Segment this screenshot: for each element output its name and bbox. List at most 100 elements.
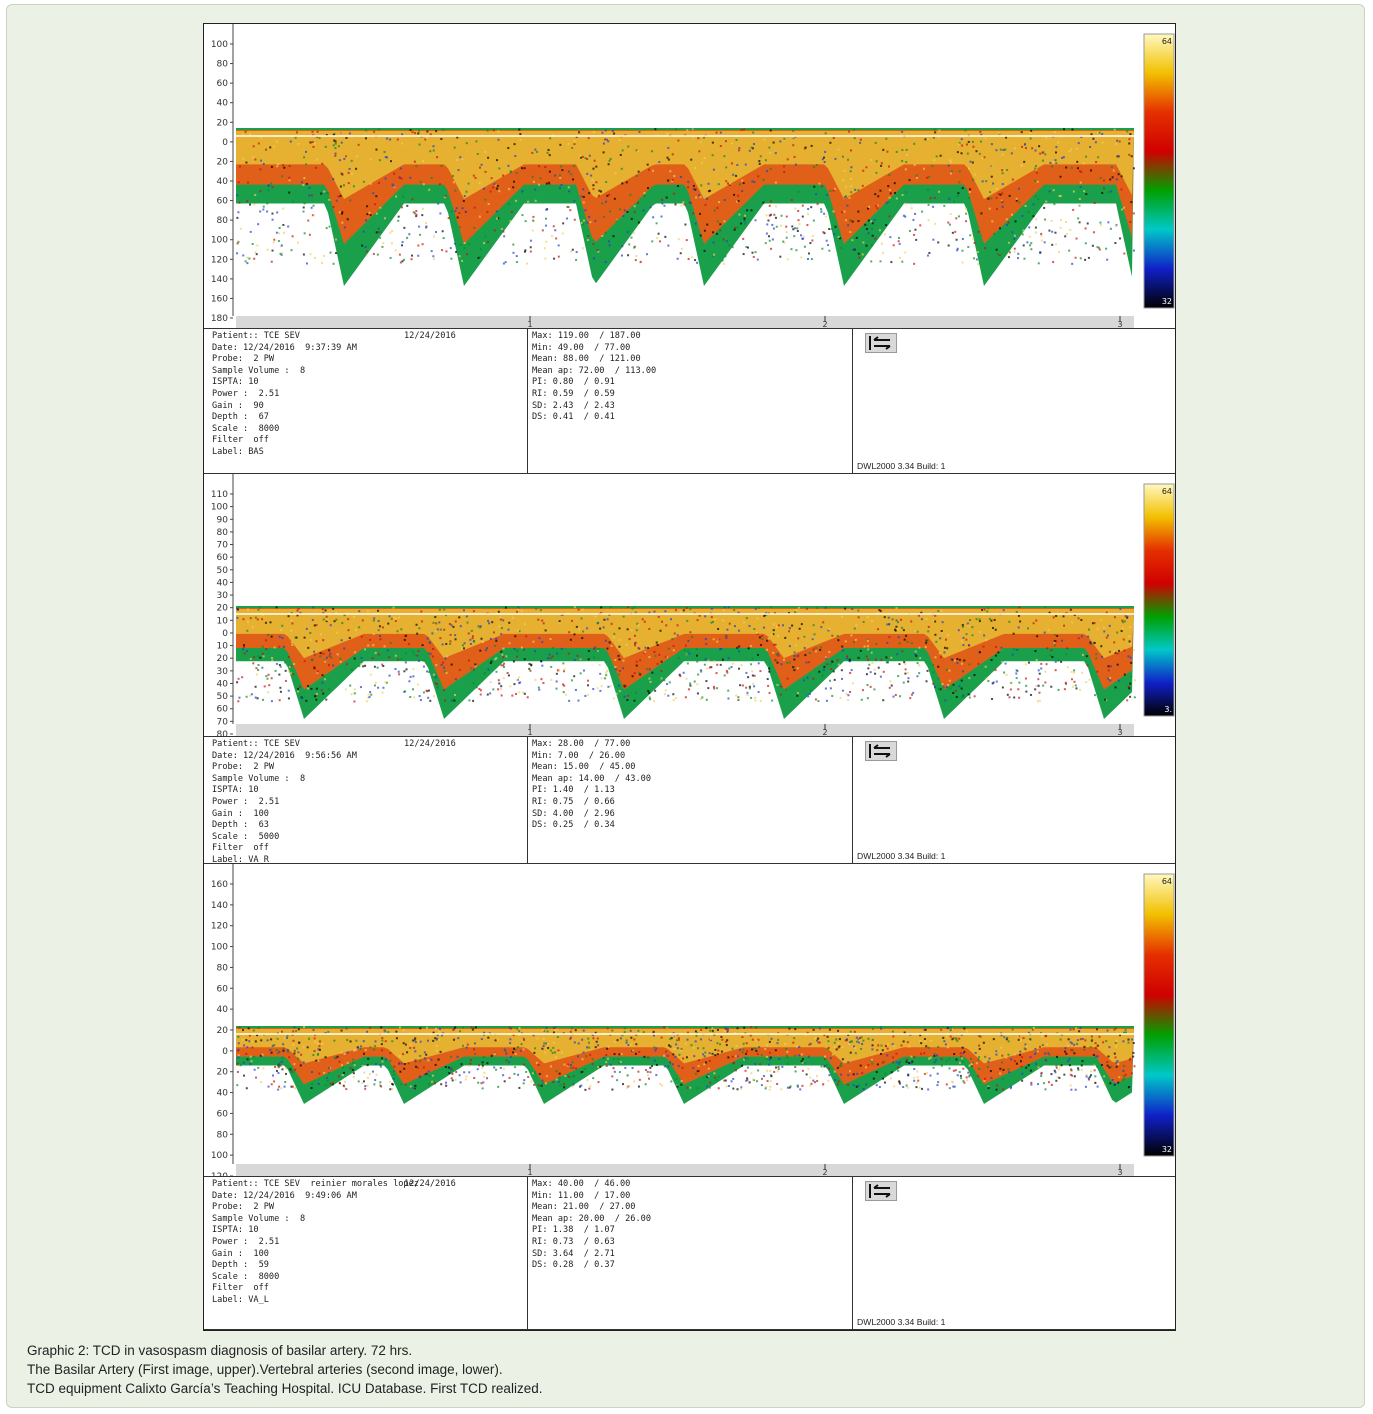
stat-line: RI: 0.75 / 0.66: [532, 796, 615, 807]
stat-line: PI: 1.40 / 1.13: [532, 785, 615, 796]
build-label: DWL2000 3.34 Build: 1: [857, 851, 946, 861]
transfer-arrows-icon[interactable]: [865, 1181, 897, 1201]
y-tick-label: 120: [211, 922, 228, 932]
time-axis-bar: [236, 1164, 1134, 1176]
tcd-figure: 100 80 60 40 20 0 20 40 60 80 100 120 140 160 180 1 2 3 64…: [203, 23, 1176, 1331]
color-scale-top-label: 64: [1162, 877, 1172, 886]
settings-list: Date: 12/24/2016 9:49:06 AM Probe: 2 PW Sa…: [212, 1191, 527, 1307]
caption-line-1: Graphic 2: TCD in vasospasm diagnosis of…: [27, 1343, 413, 1358]
figure-caption: Graphic 2: TCD in vasospasm diagnosis of…: [27, 1341, 1347, 1398]
time-tick-label: 2: [822, 320, 827, 328]
stat-line: Mean ap: 14.00 / 43.00: [532, 773, 651, 784]
color-scale-bar: [1143, 873, 1175, 1157]
y-tick-label: 60: [217, 79, 229, 89]
setting-line: ISPTA: 10: [212, 377, 259, 388]
patient-date: 12/24/2016: [404, 331, 456, 341]
spectrum-speckle: [236, 1026, 1136, 1091]
y-tick-label: 120: [211, 255, 228, 265]
stats-column: Max: 40.00 / 46.00 Min: 11.00 / 17.00 Mean…: [528, 1177, 853, 1329]
setting-line: Gain : 100: [212, 808, 269, 819]
spectrum-chart-va-r: 1101009080706050403020100102030405060708…: [204, 474, 1175, 736]
time-tick-label: 2: [822, 728, 827, 736]
settings-column: Patient:: TCE SEV reinier morales lopez …: [204, 1177, 528, 1329]
y-tick-label: 80: [217, 60, 229, 70]
setting-line: Depth : 59: [212, 1260, 269, 1271]
y-tick-label: 100: [211, 236, 228, 246]
stat-line: Min: 11.00 / 17.00: [532, 1190, 631, 1201]
setting-line: Filter off: [212, 1283, 269, 1294]
setting-line: Depth : 63: [212, 820, 269, 831]
setting-line: Date: 12/24/2016 9:37:39 AM: [212, 342, 357, 353]
settings-list: Date: 12/24/2016 9:37:39 AM Probe: 2 PW Sa…: [212, 343, 527, 459]
setting-line: Filter off: [212, 435, 269, 446]
y-tick-label: 120: [211, 1172, 228, 1176]
y-tick-label: 80: [217, 730, 229, 736]
setting-line: Gain : 100: [212, 1248, 269, 1259]
y-tick-label: 60: [217, 553, 229, 563]
time-tick-label: 1: [527, 320, 532, 328]
setting-line: Power : 2.51: [212, 388, 280, 399]
spectrum-speckle: [236, 128, 1135, 265]
setting-line: Probe: 2 PW: [212, 354, 275, 365]
tools-column: DWL2000 3.34 Build: 1: [853, 1177, 1175, 1329]
transfer-arrows-icon[interactable]: [865, 741, 897, 761]
setting-line: Sample Volume : 8: [212, 365, 306, 376]
stat-line: Min: 49.00 / 77.00: [532, 342, 631, 353]
caption-line-3: TCD equipment Calixto García’s Teaching …: [27, 1381, 543, 1396]
color-scale-bottom-label: 32: [1162, 297, 1172, 306]
stat-line: Mean: 15.00 / 45.00: [532, 762, 636, 773]
stat-line: Mean: 21.00 / 27.00: [532, 1202, 636, 1213]
stat-line: Max: 40.00 / 46.00: [532, 1179, 631, 1189]
y-tick-label: 30: [217, 667, 229, 677]
stat-line: SD: 3.64 / 2.71: [532, 1248, 615, 1259]
spectrum-plot-va-l: 160 140 120 100 80 60 40 20 0 20 40 60 80 100 120 1 2 3 64…: [204, 864, 1175, 1176]
setting-line: Date: 12/24/2016 9:49:06 AM: [212, 1190, 357, 1201]
spectrum-chart-basilar: 100 80 60 40 20 0 20 40 60 80 100 120 140 160 180 1 2 3 64…: [204, 24, 1175, 328]
settings-column: Patient:: TCE SEV 12/24/2016 Date: 12/24…: [204, 737, 528, 865]
setting-line: Probe: 2 PW: [212, 1202, 275, 1213]
time-tick-label: 3: [1117, 320, 1122, 328]
y-tick-label: 40: [217, 1005, 229, 1015]
setting-line: Label: VA_R: [212, 854, 269, 865]
stat-line: Max: 28.00 / 77.00: [532, 739, 631, 749]
panel-va-r: 110 100 90 80 70 60 50 40 30 20 10 0 10 20 30 40 50 60 70 8…: [204, 474, 1175, 865]
stats-list: Max: 28.00 / 77.00 Min: 7.00 / 26.00 Mean:…: [532, 739, 852, 832]
y-tick-label: 0: [222, 138, 228, 148]
setting-line: ISPTA: 10: [212, 785, 259, 796]
y-tick-label: 40: [217, 578, 229, 588]
y-tick-label: 80: [217, 528, 229, 538]
spectrum-intensity-band: [236, 1029, 1134, 1064]
y-tick-label: 100: [211, 40, 228, 50]
y-tick-label: 20: [217, 118, 229, 128]
y-tick-label: 100: [211, 943, 228, 953]
y-tick-label: 80: [217, 1130, 229, 1140]
panel-basilar: 100 80 60 40 20 0 20 40 60 80 100 120 140 160 180 1 2 3 64…: [204, 24, 1175, 474]
info-table-basilar: Patient:: TCE SEV 12/24/2016 Date: 12/24…: [204, 328, 1175, 474]
setting-line: ISPTA: 10: [212, 1225, 259, 1236]
y-tick-label: 40: [217, 177, 229, 187]
patient-line: Patient:: TCE SEV: [212, 331, 300, 341]
color-scale-bottom-label: 32: [1162, 1145, 1172, 1154]
spectrum-intensity-band: [236, 131, 1134, 199]
spectrum-plot-basilar: 100 80 60 40 20 0 20 40 60 80 100 120 140 160 180 1 2 3 64…: [204, 24, 1175, 328]
transfer-arrows-icon[interactable]: [865, 333, 897, 353]
info-table-va-l: Patient:: TCE SEV reinier morales lopez …: [204, 1176, 1175, 1330]
y-tick-label: 160: [211, 880, 228, 890]
y-tick-label: 100: [211, 1151, 228, 1161]
y-tick-label: 70: [217, 717, 229, 727]
setting-line: Probe: 2 PW: [212, 762, 275, 773]
y-tick-label: 20: [217, 604, 229, 614]
y-tick-label: 100: [211, 503, 228, 513]
stat-line: DS: 0.28 / 0.37: [532, 1260, 615, 1271]
setting-line: Label: VA_L: [212, 1294, 269, 1305]
setting-line: Scale : 8000: [212, 1271, 280, 1282]
y-tick-label: 20: [217, 654, 229, 664]
y-tick-label: 50: [217, 692, 229, 702]
y-tick-label: 60: [217, 197, 229, 207]
color-scale-bar: [1143, 33, 1175, 309]
y-tick-label: 10: [217, 616, 229, 626]
stat-line: Mean ap: 20.00 / 26.00: [532, 1213, 651, 1224]
stat-line: Min: 7.00 / 26.00: [532, 750, 626, 761]
y-tick-label: 80: [217, 216, 229, 226]
info-table-va-r: Patient:: TCE SEV 12/24/2016 Date: 12/24…: [204, 736, 1175, 865]
